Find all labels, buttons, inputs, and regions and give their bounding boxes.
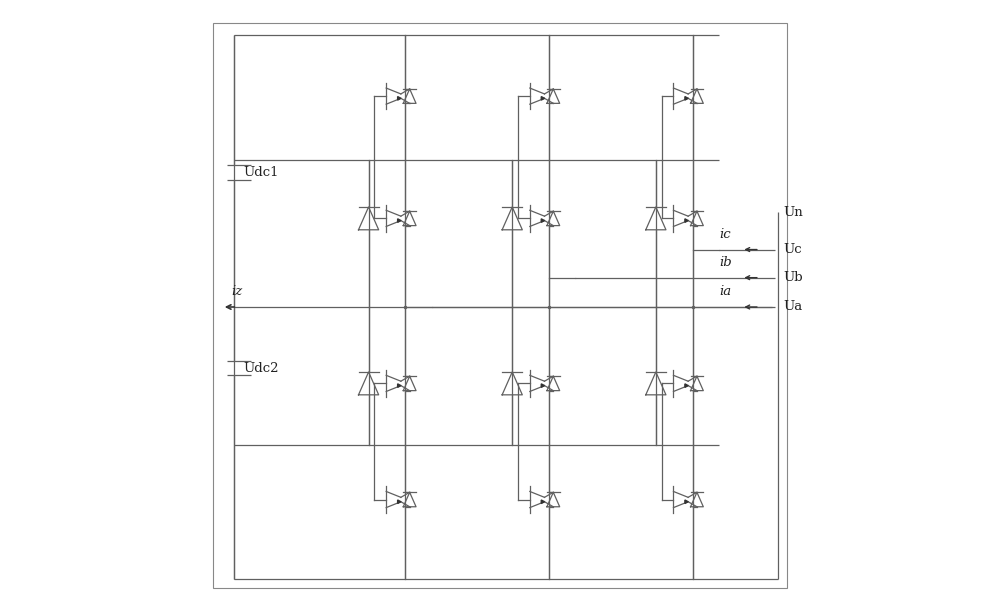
Text: Ua: Ua (783, 300, 802, 314)
Polygon shape (541, 219, 544, 222)
Text: ic: ic (720, 228, 731, 241)
Text: ib: ib (720, 256, 732, 269)
Polygon shape (398, 384, 401, 387)
Text: iz: iz (231, 286, 242, 298)
Polygon shape (685, 500, 688, 503)
Text: Un: Un (783, 206, 803, 219)
Text: Udc2: Udc2 (243, 362, 279, 375)
Text: ia: ia (720, 286, 732, 298)
Polygon shape (685, 96, 688, 100)
Polygon shape (685, 219, 688, 222)
Polygon shape (541, 384, 544, 387)
Polygon shape (398, 219, 401, 222)
Polygon shape (541, 96, 544, 100)
Polygon shape (398, 96, 401, 100)
Text: Udc1: Udc1 (243, 166, 279, 179)
Polygon shape (398, 500, 401, 503)
Text: Ub: Ub (783, 271, 803, 284)
Polygon shape (541, 500, 544, 503)
Polygon shape (685, 384, 688, 387)
Text: Uc: Uc (783, 243, 802, 256)
